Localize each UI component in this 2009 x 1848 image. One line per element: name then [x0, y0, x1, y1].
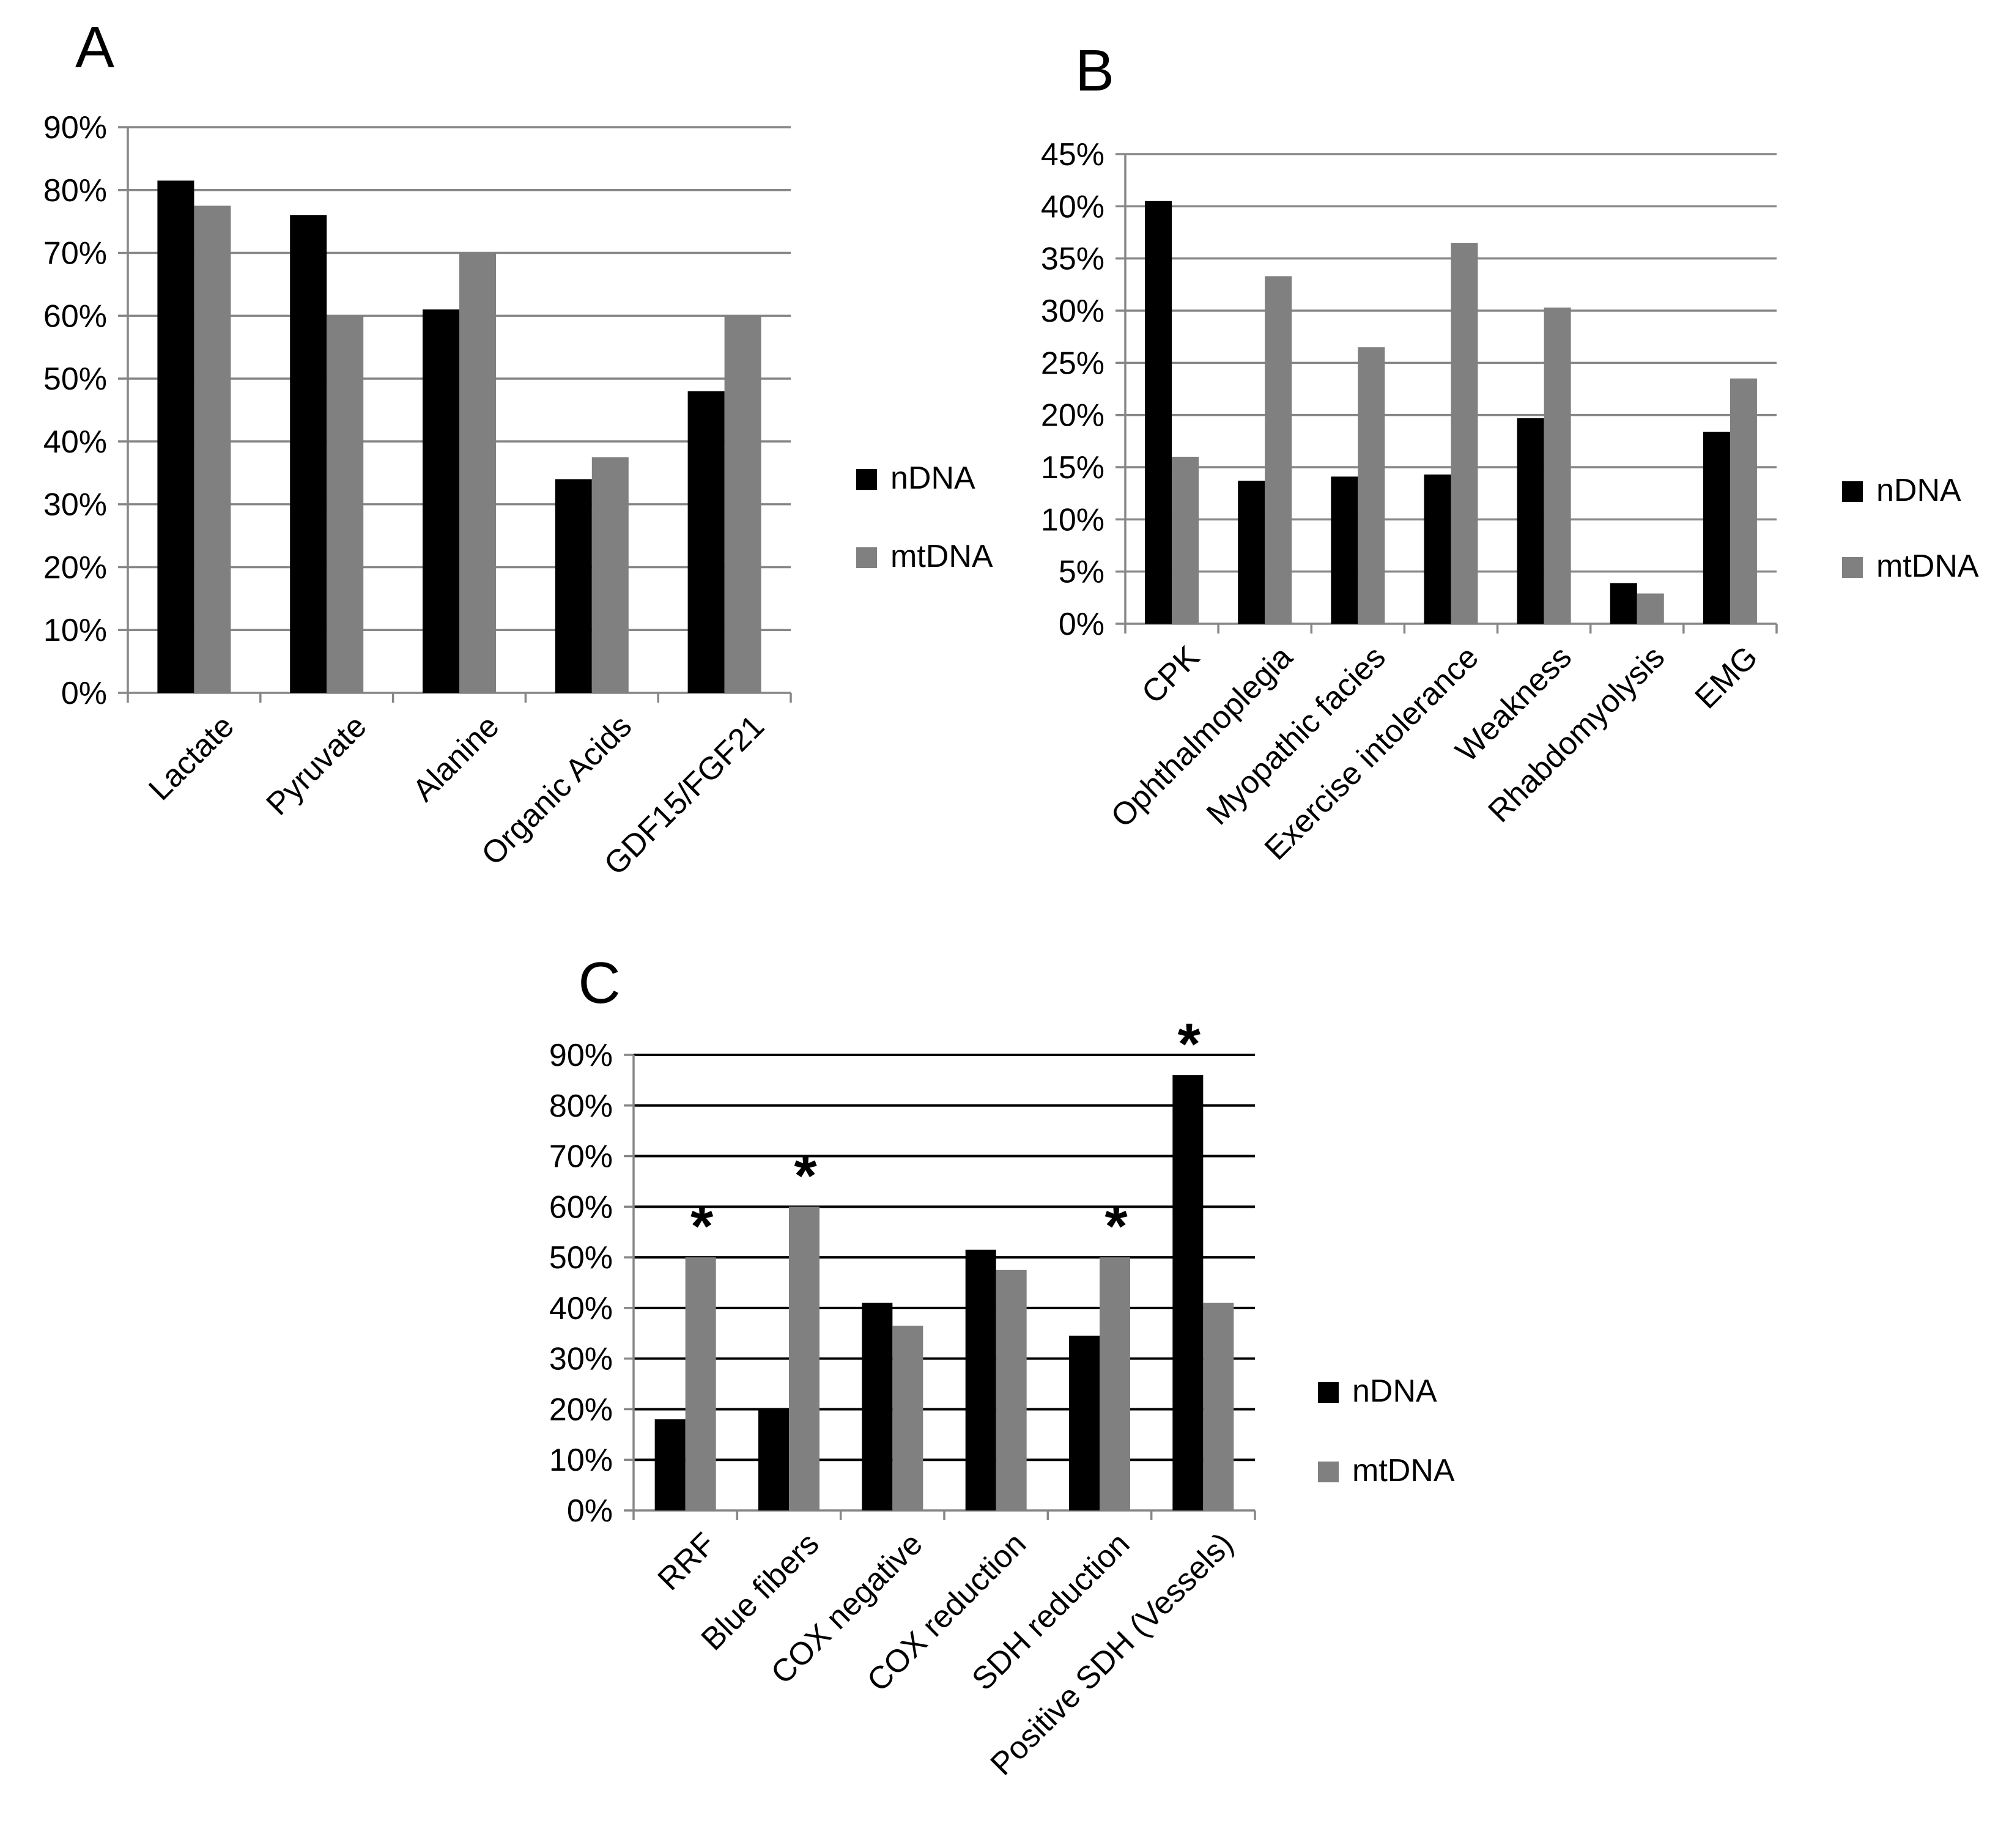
legend-label-ndna: nDNA — [1876, 473, 1961, 508]
panel-b-legend: nDNA mtDNA — [1842, 473, 1979, 584]
y-tick-label: 10% — [549, 1443, 613, 1478]
panel-a-chart: A 0% 10% 20% 30% 40% 50% 60% 70% 80% 90% Lactate Pyr… — [43, 15, 993, 882]
significance-star: * — [690, 1194, 714, 1259]
y-tick-label: 0% — [1059, 607, 1104, 642]
y-tick-label: 10% — [43, 613, 107, 648]
legend-swatch-ndna — [1842, 481, 1863, 502]
category-label-rrf: RRF — [651, 1526, 723, 1597]
y-tick-label: 50% — [549, 1240, 613, 1276]
bar-ndna-pyruvate — [290, 215, 327, 693]
significance-star: * — [794, 1143, 817, 1208]
bar-mtdna-ophthalmoplegia — [1265, 276, 1292, 624]
category-label-rhabdomyolysis: Rhabdomyolysis — [1481, 639, 1671, 829]
bar-ndna-rrf — [654, 1419, 686, 1510]
y-tick-label: 25% — [1041, 346, 1104, 381]
bar-ndna-cox-reduction — [965, 1249, 996, 1510]
bar-ndna-weakness — [1517, 418, 1544, 624]
y-tick-label: 80% — [549, 1088, 613, 1124]
bar-mtdna-alanine — [459, 253, 496, 693]
y-tick-label: 90% — [549, 1038, 613, 1073]
y-tick-label: 15% — [1041, 450, 1104, 486]
bar-ndna-cpk — [1145, 201, 1172, 624]
y-tick-label: 5% — [1059, 555, 1104, 590]
bar-ndna-ophthalmoplegia — [1238, 481, 1265, 624]
bar-mtdna-exercise-intolerance — [1451, 243, 1478, 624]
panel-b-letter: B — [1075, 38, 1114, 103]
bar-mtdna-blue-fibers — [789, 1207, 820, 1510]
legend-swatch-mtdna — [856, 547, 877, 568]
legend-label-ndna: nDNA — [1352, 1373, 1437, 1409]
legend-swatch-ndna — [1318, 1382, 1339, 1403]
category-label-pyruvate: Pyruvate — [260, 708, 374, 822]
bar-ndna-sdh-reduction — [1069, 1336, 1100, 1510]
bar-mtdna-cox-reduction — [996, 1270, 1027, 1510]
legend-swatch-mtdna — [1318, 1462, 1339, 1482]
y-tick-label: 30% — [43, 487, 107, 523]
bar-mtdna-cox-negative — [892, 1325, 923, 1510]
bar-mtdna-emg — [1730, 378, 1757, 624]
y-tick-label: 35% — [1041, 242, 1104, 277]
y-tick-label: 20% — [549, 1392, 613, 1427]
bar-mtdna-pyruvate — [327, 316, 364, 693]
bar-ndna-alanine — [423, 309, 459, 693]
y-tick-label: 50% — [43, 361, 107, 397]
y-tick-label: 45% — [1041, 137, 1104, 172]
panel-b-chart: B0%5%10%15%20%25%30%35%40%45%CPKOphthalm… — [1041, 38, 1979, 867]
y-tick-label: 60% — [43, 298, 107, 334]
significance-star: * — [1104, 1194, 1128, 1259]
category-label-emg: EMG — [1689, 639, 1765, 715]
bar-mtdna-lactate — [194, 205, 231, 693]
panel-c-legend: nDNA mtDNA — [1318, 1373, 1455, 1488]
legend-label-ndna: nDNA — [890, 460, 975, 496]
legend-label-mtdna: mtDNA — [890, 539, 993, 574]
y-tick-label: 60% — [549, 1189, 613, 1225]
bar-ndna-exercise-intolerance — [1424, 474, 1451, 624]
bar-ndna-emg — [1703, 431, 1730, 624]
bar-mtdna-organic-acids — [591, 457, 629, 693]
bar-mtdna-sdh-reduction — [1100, 1257, 1130, 1510]
category-label-alanine: Alanine — [406, 708, 506, 808]
y-tick-label: 80% — [43, 173, 107, 209]
y-tick-label: 20% — [43, 550, 107, 585]
panel-c-letter: C — [578, 950, 620, 1016]
y-tick-label: 20% — [1041, 398, 1104, 434]
legend-label-mtdna: mtDNA — [1352, 1453, 1455, 1488]
legend-label-mtdna: mtDNA — [1876, 549, 1979, 584]
bar-mtdna-weakness — [1544, 307, 1571, 624]
y-tick-label: 0% — [567, 1493, 613, 1529]
panel-c-chart: C0%10%20%30%40%50%60%70%80%90%RRF*Blue f… — [549, 950, 1455, 1783]
bar-ndna-gdf15-fgf21 — [687, 391, 725, 693]
significance-star: * — [1178, 1011, 1201, 1077]
bar-mtdna-cpk — [1172, 456, 1199, 624]
y-tick-label: 70% — [549, 1139, 613, 1175]
y-tick-label: 40% — [1041, 189, 1104, 224]
y-tick-label: 30% — [1041, 294, 1104, 329]
bar-ndna-cox-negative — [862, 1303, 893, 1510]
bar-ndna-rhabdomyolysis — [1610, 583, 1637, 624]
bar-mtdna-gdf15-fgf21 — [724, 316, 761, 693]
bar-mtdna-rrf — [685, 1257, 716, 1510]
bar-ndna-lactate — [157, 180, 194, 693]
panel-a-legend: nDNA mtDNA — [856, 460, 993, 574]
bar-ndna-blue-fibers — [758, 1409, 789, 1510]
legend-swatch-ndna — [856, 469, 877, 490]
category-label-cpk: CPK — [1135, 639, 1207, 711]
y-tick-label: 40% — [43, 424, 107, 460]
y-tick-label: 30% — [549, 1342, 613, 1377]
legend-swatch-mtdna — [1842, 557, 1863, 578]
y-tick-label: 40% — [549, 1291, 613, 1326]
bar-ndna-positive-sdh-vessels — [1172, 1075, 1204, 1510]
y-tick-label: 10% — [1041, 502, 1104, 538]
bar-mtdna-rhabdomyolysis — [1637, 593, 1664, 624]
bar-ndna-organic-acids — [555, 479, 592, 693]
panel-a-letter: A — [75, 15, 114, 80]
bar-mtdna-myopathic-facies — [1358, 347, 1385, 624]
bar-ndna-myopathic-facies — [1331, 476, 1358, 624]
category-label-lactate: Lactate — [142, 708, 241, 807]
y-tick-label: 70% — [43, 236, 107, 272]
y-tick-label: 0% — [61, 676, 107, 711]
y-tick-label: 90% — [43, 110, 107, 146]
bar-mtdna-positive-sdh-vessels — [1203, 1303, 1234, 1510]
